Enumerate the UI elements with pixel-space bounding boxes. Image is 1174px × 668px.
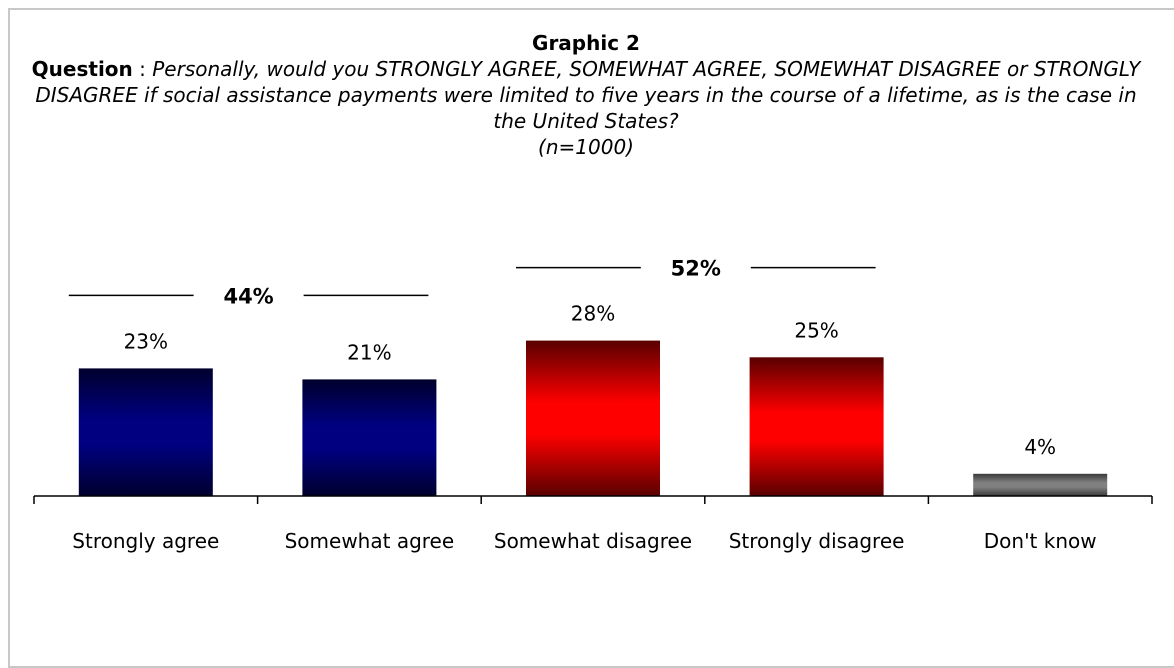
value-label: 25% [794, 318, 838, 342]
category-label: Don't know [984, 529, 1097, 553]
bar [749, 357, 884, 497]
bar [973, 473, 1108, 496]
chart-header: Graphic 2 Question : Personally, would y… [30, 30, 1142, 160]
category-label: Strongly agree [72, 529, 219, 553]
bar [302, 379, 437, 496]
category-label: Somewhat agree [285, 529, 455, 553]
bars: 23% 21% 28% 25% 4% [78, 302, 1108, 497]
value-label: 21% [347, 340, 391, 364]
value-label: 28% [571, 302, 615, 326]
question-block: Question : Personally, would you STRONGL… [30, 56, 1142, 134]
group-total-label: 52% [671, 257, 721, 281]
group-brackets: 44% 52% [68, 257, 876, 308]
sample-size: (n=1000) [538, 135, 634, 159]
category-label: Somewhat disagree [494, 529, 692, 553]
question-separator: : [132, 57, 153, 81]
category-label: Strongly disagree [729, 529, 905, 553]
bar [78, 368, 213, 496]
question-text: Personally, would you STRONGLY AGREE, SO… [35, 57, 1141, 133]
x-axis: Strongly agree Somewhat agree Somewhat dis… [33, 495, 1153, 553]
value-label: 23% [124, 329, 168, 353]
value-label: 4% [1024, 435, 1056, 459]
chart-title: Graphic 2 [532, 31, 640, 55]
question-label: Question [31, 57, 133, 81]
group-total-label: 44% [223, 284, 273, 308]
bar-chart: 44% 52% 23% 21% 28% 25% 4% Strongly agree Some… [33, 257, 1153, 553]
bar [526, 340, 660, 496]
